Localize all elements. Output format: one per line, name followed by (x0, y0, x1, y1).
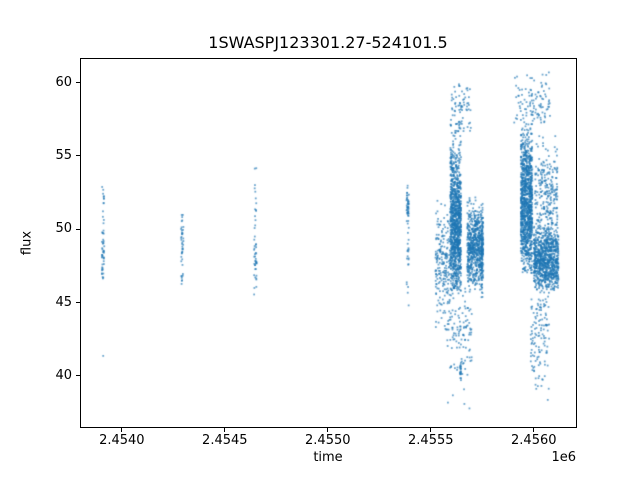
y-tick-mark (76, 375, 80, 377)
x-tick-mark (327, 428, 329, 432)
y-tick-mark (76, 155, 80, 157)
x-axis-label: time (313, 450, 343, 465)
x-tick-label: 2.4550 (305, 433, 351, 448)
chart-title: 1SWASPJ123301.27-524101.5 (208, 33, 448, 52)
x-tick-label: 2.4540 (99, 433, 145, 448)
y-tick-label: 40 (55, 367, 72, 383)
x-tick-label: 2.4555 (408, 433, 454, 448)
x-tick-mark (224, 428, 226, 432)
y-tick-label: 60 (55, 74, 72, 90)
plot-frame (80, 58, 577, 428)
y-tick-mark (76, 82, 80, 84)
y-tick-label: 50 (55, 221, 72, 237)
x-tick-mark (430, 428, 432, 432)
y-tick-mark (76, 228, 80, 230)
x-tick-mark (533, 428, 535, 432)
x-axis-offset-label: 1e6 (551, 450, 576, 465)
x-tick-label: 2.4545 (202, 433, 248, 448)
x-tick-label: 2.4560 (511, 433, 557, 448)
y-tick-label: 55 (55, 147, 72, 163)
x-tick-mark (121, 428, 123, 432)
y-tick-mark (76, 302, 80, 304)
y-tick-label: 45 (55, 294, 72, 310)
